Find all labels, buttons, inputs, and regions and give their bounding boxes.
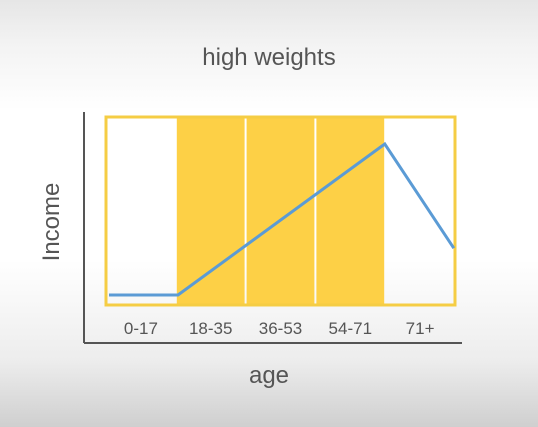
highlight-band-36-53: [246, 117, 315, 305]
x-tick-label-54-71: 54-71: [329, 319, 372, 338]
x-tick-label-36-53: 36-53: [259, 319, 302, 338]
x-tick-label-71+: 71+: [406, 319, 435, 338]
highlight-band-54-71: [316, 117, 385, 305]
chart-title: high weights: [202, 44, 336, 71]
x-tick-label-0-17: 0-17: [124, 319, 158, 338]
income-line-0: [109, 141, 456, 297]
highlight-frame: [104, 115, 457, 307]
x-axis-label: age: [248, 362, 290, 389]
highlight-band-18-35: [176, 117, 245, 305]
x-tick-label-18-35: 18-35: [189, 319, 232, 338]
